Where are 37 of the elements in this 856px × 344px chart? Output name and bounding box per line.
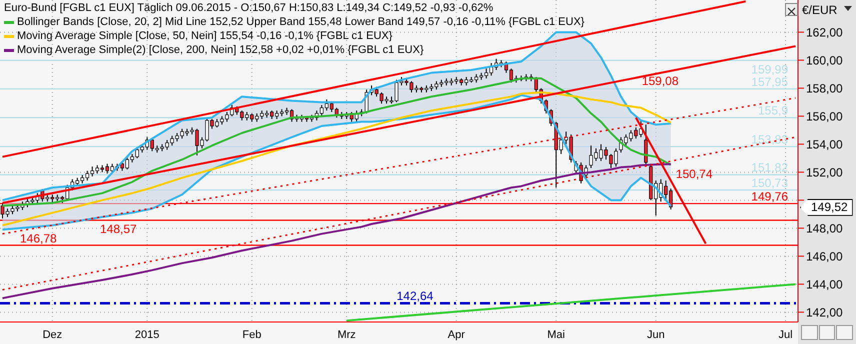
x-tick-label: Apr — [448, 328, 466, 341]
y-tick-label: 160,00 — [806, 53, 844, 68]
ref-line-label: 159,99 — [751, 62, 788, 76]
ref-line-label: 157,95 — [751, 74, 788, 89]
x-tick-label: Mai — [547, 328, 565, 341]
ref-line-label: 151,82 — [751, 160, 788, 175]
y-tick-label: 162,00 — [806, 25, 844, 40]
x-tick-label: Dez — [42, 328, 62, 341]
ref-line-label: 146,78 — [20, 231, 58, 246]
y-tick-label: 148,00 — [806, 221, 844, 236]
y-tick-label: 152,00 — [806, 165, 844, 180]
chart-title: Euro-Bund [FGBL c1 EUX] Täglich 09.06.2015 - O:150,67 H:150,83 L:149,34 C:149,52 -0,93 -0,62% — [4, 1, 494, 15]
ref-line-label: 153,83 — [751, 132, 788, 147]
y-tick-label: 142,00 — [806, 305, 844, 320]
x-tick-label: Feb — [242, 328, 262, 341]
ref-line-label: 148,57 — [100, 222, 138, 236]
y-tick-label: 158,00 — [806, 81, 844, 96]
x-tick-label: Jul — [778, 328, 793, 341]
ref-line-label: 149,76 — [751, 190, 788, 204]
legend-label: Moving Average Simple [Close, 50, Nein] 155,54 -0,16 -0,1% {FGBL c1 EUX} — [17, 29, 392, 43]
legend-label: Bollinger Bands [Close, 20, 2] Mid Line 152,52 Upper Band 155,48 Lower Band 149,57 -0,16 -0,11% {FGBL c1 EUX} — [17, 15, 584, 29]
y-axis-title: €/EUR — [802, 3, 838, 17]
ref-line-label: 155,9 — [758, 104, 788, 118]
y-tick-label: 146,00 — [806, 249, 844, 264]
annotation: 150,74 — [676, 166, 713, 181]
x-tick-label: 2015 — [134, 328, 160, 341]
annotation: 159,08 — [642, 74, 679, 88]
x-tick-label: Jun — [646, 328, 665, 341]
y-tick-label: 144,00 — [806, 277, 844, 292]
y-tick-label: 154,00 — [806, 137, 844, 152]
x-tick-label: Mrz — [337, 328, 356, 341]
legend-label: Moving Average Simple(2) [Close, 200, Nein] 152,58 +0,02 +0,01% {FGBL c1 EUX} — [17, 43, 424, 57]
text: 149,52 — [800, 198, 853, 216]
ref-line-label: 150,73 — [751, 176, 788, 190]
y-tick-label: 156,00 — [806, 109, 844, 124]
ref-line-label: 142,64 — [396, 289, 434, 304]
line-series — [1, 163, 672, 300]
